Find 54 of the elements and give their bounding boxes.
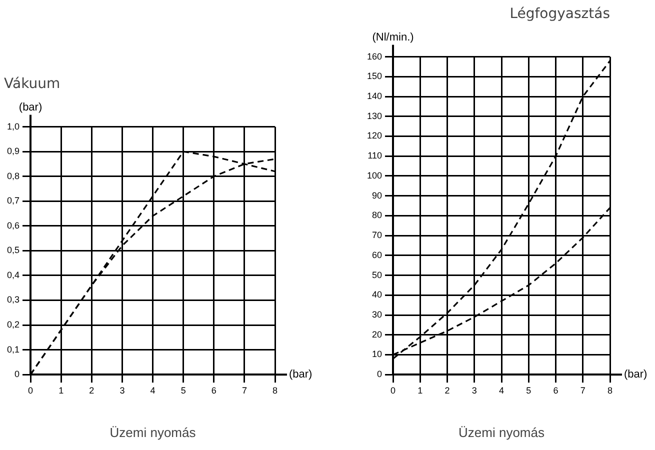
y-tick-label: 160	[366, 51, 382, 62]
x-axis-title: Üzemi nyomás	[458, 424, 545, 440]
y-tick-label: 50	[372, 270, 382, 280]
y-tick-label: 70	[372, 230, 382, 240]
y-tick-label: 0,7	[6, 196, 20, 206]
x-tick-label: 4	[499, 385, 504, 396]
y-tick-label: 80	[372, 210, 382, 220]
y-tick-label: 0,4	[6, 270, 20, 280]
y-tick-label: 0,6	[6, 220, 20, 230]
x-tick-label: 8	[607, 385, 613, 396]
y-tick-label: 0,1	[6, 344, 20, 354]
y-tick-label: 1,0	[6, 121, 20, 132]
y-tick-label: 0,9	[6, 146, 20, 156]
chart-title: Légfogyasztás	[510, 6, 610, 22]
x-tick-label: 3	[120, 385, 125, 396]
x-tick-label: 0	[390, 385, 396, 396]
x-tick-label: 2	[89, 385, 94, 396]
x-tick-label: 5	[526, 385, 532, 396]
text: (bar)	[289, 368, 312, 381]
y-tick-label: 90	[372, 190, 382, 200]
x-tick-label: 7	[580, 385, 586, 396]
y-axis-title: (bar)	[18, 101, 42, 114]
y-tick-label: 0,3	[6, 294, 20, 305]
x-tick-label: 6	[211, 385, 216, 396]
y-tick-label: 0,5	[6, 245, 20, 256]
x-tick-label: 0	[28, 385, 34, 396]
x-tick-label: 8	[272, 385, 278, 396]
x-tick-label: 5	[180, 385, 186, 396]
y-tick-label: 30	[372, 309, 382, 320]
y-tick-label: 120	[366, 130, 382, 141]
y-tick-label: 0	[377, 369, 382, 380]
x-tick-label: 6	[553, 385, 558, 396]
x-tick-label: 3	[472, 385, 477, 396]
y-tick-label: 20	[372, 329, 382, 340]
x-tick-label: 1	[58, 385, 64, 396]
y-tick-label: 140	[366, 91, 382, 102]
x-tick-label: 1	[418, 385, 423, 396]
y-tick-label: 150	[366, 71, 382, 82]
y-tick-label: 0,2	[6, 320, 20, 330]
x-axis-title: Üzemi nyomás	[110, 424, 196, 440]
text: (bar)	[624, 368, 648, 381]
y-tick-label: 60	[372, 250, 382, 260]
y-tick-label: 10	[372, 349, 382, 360]
x-tick-label: 2	[444, 385, 450, 396]
y-tick-label: 40	[372, 290, 382, 300]
y-tick-label: 110	[368, 150, 382, 161]
y-tick-label: 0,8	[6, 170, 20, 181]
x-tick-label: 4	[150, 385, 156, 396]
y-axis-title: (Nl/min.)	[372, 31, 414, 44]
chart-title: Vákuum	[4, 76, 60, 92]
x-tick-label: 7	[242, 385, 247, 396]
y-tick-label: 0	[14, 369, 20, 380]
y-tick-label: 100	[366, 170, 382, 180]
y-tick-label: 130	[366, 110, 382, 121]
